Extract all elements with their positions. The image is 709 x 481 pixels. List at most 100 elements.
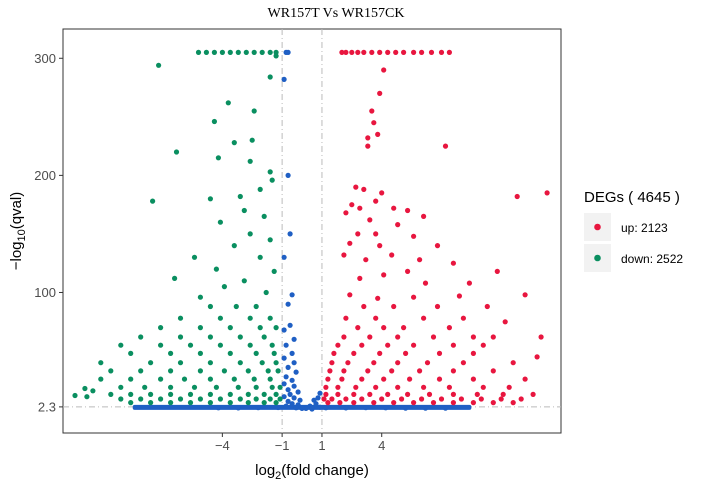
data-point-series2-14 <box>291 360 297 366</box>
x-axis-label-suffix: (fold change) <box>281 462 369 479</box>
data-point-series1-18 <box>207 196 213 202</box>
legend-swatch-down <box>594 254 601 262</box>
data-point-series2-30 <box>283 403 289 409</box>
data-point-series0-155 <box>337 400 343 406</box>
data-point-series1-28 <box>257 254 263 260</box>
data-point-series2-51 <box>442 405 449 411</box>
data-point-series0-113 <box>325 376 331 382</box>
data-point-series0-16 <box>339 49 345 56</box>
data-point-series1-50 <box>207 334 213 340</box>
data-point-series0-107 <box>470 376 476 382</box>
data-point-series0-103 <box>365 368 371 374</box>
data-point-series1-104 <box>245 391 251 397</box>
data-point-series1-73 <box>138 368 144 374</box>
data-point-series1-46 <box>257 325 263 331</box>
y-axis-label-prefix: −log <box>8 241 25 270</box>
data-point-series1-1 <box>84 394 90 400</box>
data-point-series0-70 <box>381 325 387 331</box>
data-point-series0-105 <box>327 368 333 374</box>
data-point-series0-69 <box>401 325 407 331</box>
data-point-series1-26 <box>231 243 237 249</box>
data-point-series0-19 <box>369 108 375 114</box>
data-point-series1-27 <box>191 254 198 260</box>
data-point-series0-142 <box>359 396 365 402</box>
data-point-series1-79 <box>275 368 281 374</box>
data-point-series0-40 <box>434 243 441 249</box>
data-point-series2-8 <box>287 322 293 328</box>
data-point-series0-131 <box>351 391 357 397</box>
data-point-series2-20 <box>291 383 297 389</box>
data-point-series0-134 <box>518 396 524 402</box>
data-point-series0-49 <box>381 272 387 278</box>
data-point-series0-38 <box>411 233 417 239</box>
y-tick-label-2: 200 <box>34 168 56 183</box>
data-point-series0-111 <box>359 376 365 382</box>
data-point-series0-85 <box>335 342 341 348</box>
data-point-series1-131 <box>235 49 241 56</box>
data-point-series0-112 <box>339 376 345 382</box>
x-axis-label: log2(fold change) <box>255 462 369 481</box>
data-point-series1-100 <box>168 391 174 397</box>
data-point-series0-12 <box>361 49 367 56</box>
data-point-series1-8 <box>225 100 231 106</box>
data-point-series0-14 <box>349 49 355 56</box>
data-point-series0-96 <box>371 360 377 366</box>
data-point-series0-45 <box>363 257 369 263</box>
data-point-series0-132 <box>335 391 341 397</box>
data-point-series1-56 <box>217 342 223 348</box>
y-axis-label: −log10(qval) <box>8 192 28 271</box>
data-point-series2-43 <box>275 404 281 411</box>
data-point-series0-9 <box>385 49 391 56</box>
data-point-series0-46 <box>450 260 456 266</box>
legend-label-up: up: 2123 <box>621 221 668 235</box>
data-point-series0-125 <box>474 391 480 397</box>
data-point-series1-19 <box>237 193 243 200</box>
data-point-series1-114 <box>253 396 259 402</box>
data-point-series0-151 <box>411 400 417 406</box>
data-point-series2-0 <box>281 76 287 82</box>
data-point-series1-36 <box>207 303 213 310</box>
data-point-series0-137 <box>458 396 464 402</box>
data-point-series0-60 <box>434 303 441 310</box>
data-point-series2-15 <box>285 364 291 370</box>
data-point-series0-139 <box>419 396 425 402</box>
data-point-series2-4 <box>287 231 293 237</box>
data-point-series1-69 <box>237 360 243 366</box>
data-point-series1-77 <box>245 368 251 374</box>
data-point-series1-32 <box>241 278 247 284</box>
data-point-series0-13 <box>355 49 361 56</box>
data-point-series0-95 <box>395 360 401 366</box>
data-point-series0-147 <box>490 400 496 406</box>
data-point-series0-15 <box>343 49 349 56</box>
data-point-series0-11 <box>369 49 375 56</box>
data-point-series0-106 <box>522 376 528 382</box>
data-point-series1-82 <box>158 376 164 382</box>
data-point-series0-35 <box>343 210 349 216</box>
data-point-series0-28 <box>373 198 379 204</box>
data-point-series1-6 <box>267 74 273 80</box>
data-point-series0-78 <box>367 334 373 340</box>
data-point-series1-21 <box>241 207 247 214</box>
data-point-series0-133 <box>323 391 329 397</box>
data-point-series1-47 <box>273 325 279 331</box>
data-point-series0-73 <box>538 334 544 340</box>
data-point-series1-35 <box>197 294 203 300</box>
data-point-series0-128 <box>405 391 411 397</box>
data-point-series0-88 <box>403 350 409 356</box>
data-point-series1-123 <box>245 400 251 406</box>
data-point-series0-91 <box>331 350 337 356</box>
data-point-series1-52 <box>261 334 267 340</box>
data-point-series2-38 <box>303 405 309 411</box>
data-point-series1-71 <box>273 360 279 366</box>
data-point-series2-49 <box>403 405 409 411</box>
data-point-series0-135 <box>498 396 504 402</box>
data-point-series1-96 <box>277 384 283 390</box>
x-tick-label-2: 1 <box>318 438 325 453</box>
plot-panel <box>62 28 562 434</box>
data-point-series1-98 <box>128 391 134 397</box>
data-point-series2-11 <box>283 342 289 348</box>
data-point-series0-130 <box>367 391 373 397</box>
data-point-series0-98 <box>329 360 335 366</box>
data-point-series0-86 <box>470 350 476 356</box>
